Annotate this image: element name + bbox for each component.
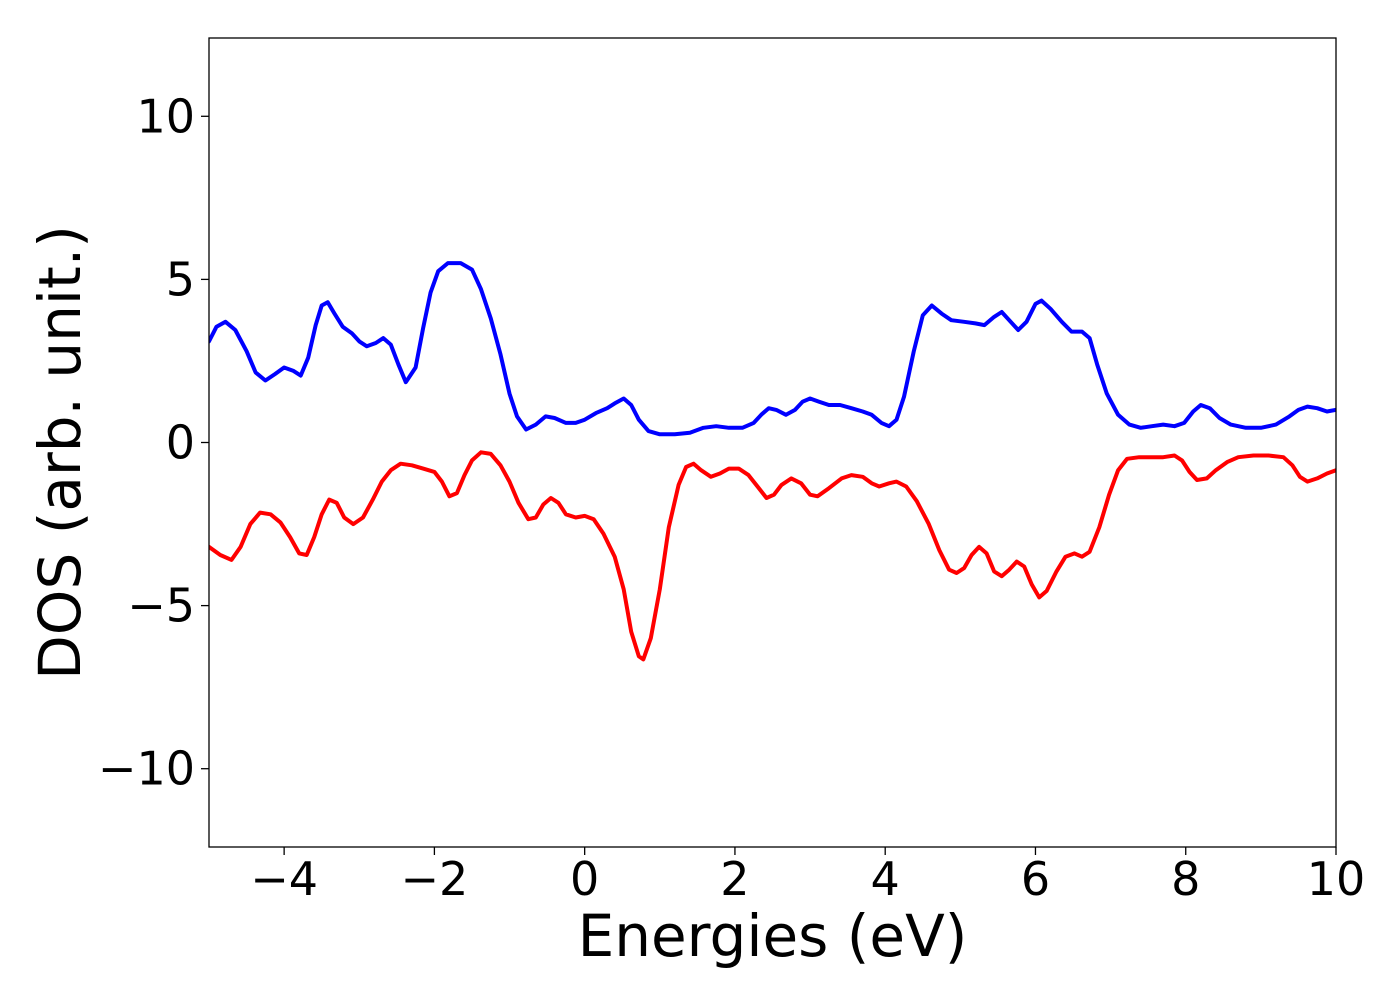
x-tick-label: 6 (1021, 852, 1050, 906)
y-axis-title: DOS (arb. unit.) (26, 225, 94, 680)
x-tick-label: 2 (720, 852, 749, 906)
x-axis-title: Energies (eV) (578, 902, 968, 970)
y-tick-label: −5 (127, 579, 195, 633)
x-tick-label: 4 (871, 852, 900, 906)
x-tick-label: −2 (400, 852, 468, 906)
ticks-group: −4 −2 0 2 4 6 8 10 10 5 0 −5 −10 (98, 89, 1365, 906)
x-tick-label: −4 (250, 852, 318, 906)
y-tick-label: 0 (166, 416, 195, 470)
x-tick-label: 10 (1307, 852, 1366, 906)
series-group (209, 261, 1336, 662)
x-tick-label: 0 (570, 852, 599, 906)
y-tick-label: 5 (166, 252, 195, 306)
y-tick-label: 10 (136, 89, 195, 143)
series-line-1 (209, 261, 1336, 437)
series-line-2 (209, 450, 1336, 662)
y-tick-label: −10 (98, 742, 195, 796)
axes-frame (208, 37, 1337, 848)
x-tick-label: 8 (1171, 852, 1200, 906)
